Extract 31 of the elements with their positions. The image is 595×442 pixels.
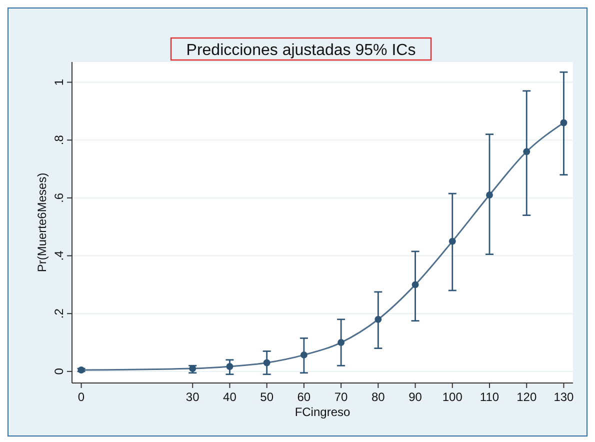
point (263, 359, 270, 366)
y-tick-label: .2 (52, 308, 66, 319)
x-tick-label: 30 (186, 390, 200, 404)
x-tick-label: 50 (260, 390, 274, 404)
point (374, 316, 382, 323)
x-tick-label: 90 (408, 390, 422, 404)
x-tick-label: 60 (297, 390, 311, 404)
x-tick-label: 0 (78, 390, 85, 404)
y-axis-title: Pr(Muerte6Meses) (35, 172, 49, 272)
x-tick-label: 70 (334, 390, 348, 404)
x-tick-label: 40 (223, 390, 237, 404)
x-tick-label: 80 (371, 390, 386, 404)
y-tick-label: .4 (52, 250, 66, 261)
point (226, 363, 234, 370)
point (300, 351, 308, 358)
point (338, 339, 345, 346)
x-tick-label: 120 (516, 390, 537, 404)
point (448, 238, 456, 245)
point (560, 119, 568, 126)
point (412, 281, 419, 288)
y-tick-label: .6 (52, 192, 66, 203)
x-tick-label: 100 (442, 390, 463, 404)
point (486, 192, 493, 198)
y-tick-label: .8 (52, 134, 66, 146)
y-tick-label: 0 (52, 368, 66, 375)
y-tick-label: 1 (52, 78, 66, 86)
x-tick-label: 110 (480, 390, 500, 404)
x-tick-label: 130 (554, 390, 574, 404)
point (523, 148, 530, 156)
x-axis-title: FCingreso (294, 405, 350, 419)
chart-title: Predicciones ajustadas 95% ICs (186, 42, 416, 59)
